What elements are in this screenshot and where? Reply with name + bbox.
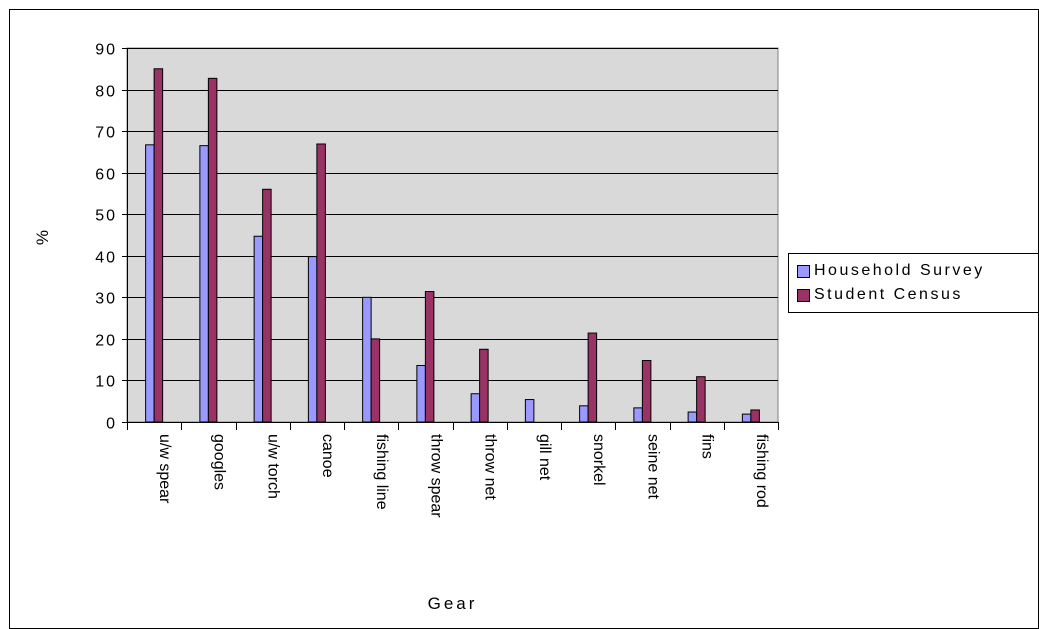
bar-household-survey <box>362 296 372 423</box>
x-tick-label: u/w torch <box>265 434 282 499</box>
bar-student-census <box>207 77 218 423</box>
y-tick-label: 20 <box>95 333 117 350</box>
x-tick-label: seine net <box>644 434 661 499</box>
legend-swatch-household-survey <box>797 264 810 278</box>
y-tick-label: 30 <box>95 291 117 308</box>
gridlines <box>127 48 778 381</box>
legend-swatch-student-census <box>797 288 810 302</box>
bar-student-census <box>641 359 652 423</box>
y-tick-label: 90 <box>95 42 117 59</box>
x-tick-label: snorkel <box>590 434 607 486</box>
bar-student-census <box>316 143 326 423</box>
bar-student-census <box>424 291 435 423</box>
y-tick-label: 40 <box>95 250 117 267</box>
bar-student-census <box>479 348 489 423</box>
y-tick-label: 80 <box>95 84 117 101</box>
bar-household-survey <box>687 411 698 423</box>
legend-label-household-survey: Household Survey <box>814 262 985 279</box>
x-tick-label: fins <box>699 434 716 459</box>
x-tick-label: canoe <box>319 434 336 478</box>
bar-household-survey <box>524 399 535 423</box>
bar-household-survey <box>633 407 643 423</box>
x-tick-label: fishing rod <box>753 434 770 508</box>
legend-item-household-survey: Household Survey <box>797 261 985 281</box>
y-axis-title: % <box>33 227 52 245</box>
bar-household-survey <box>741 413 752 423</box>
legend-item-student-census: Student Census <box>797 285 963 305</box>
y-tick-label: 10 <box>95 374 117 391</box>
plot-area <box>126 47 779 423</box>
x-axis-title: Gear <box>428 594 478 613</box>
bar-household-survey <box>579 405 589 423</box>
bar-student-census <box>750 409 760 423</box>
x-tick-label: googles <box>210 434 227 490</box>
bar-student-census <box>153 68 164 423</box>
x-tick-label: fishing line <box>373 434 390 510</box>
y-tick-label: 70 <box>95 125 117 142</box>
y-tick-label: 60 <box>95 167 117 184</box>
bar-student-census <box>262 188 272 423</box>
y-tick-label: 50 <box>95 208 117 225</box>
legend-label-student-census: Student Census <box>814 286 963 303</box>
bar-household-survey <box>199 145 209 423</box>
x-tick-label: throw net <box>482 434 499 500</box>
y-tick-label: 0 <box>106 416 117 433</box>
bar-household-survey <box>145 144 155 423</box>
x-tick-label: u/w spear <box>156 434 173 504</box>
bar-student-census <box>696 376 706 423</box>
bar-student-census <box>370 338 381 423</box>
bars <box>145 68 760 423</box>
legend: Household Survey Student Census <box>788 253 1039 313</box>
bar-household-survey <box>416 364 426 423</box>
bar-household-survey <box>307 256 318 423</box>
axes: 0 10 20 30 40 50 60 70 80 90 u/w spear googles u/w t… <box>95 42 779 518</box>
x-tick-label: throw spear <box>427 434 444 518</box>
x-tick-label: gill net <box>536 434 553 481</box>
bar-household-survey <box>470 393 481 423</box>
bar-household-survey <box>253 235 264 423</box>
bar-student-census <box>587 332 598 423</box>
